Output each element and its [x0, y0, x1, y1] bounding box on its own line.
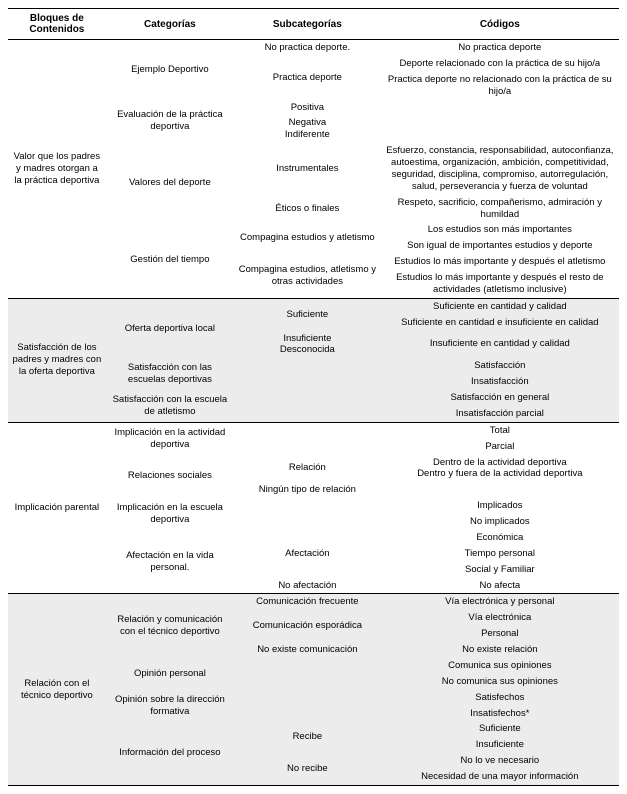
- block-title: Implicación parental: [8, 422, 106, 594]
- codes-table: Bloques de Contenidos Categorías Subcate…: [8, 8, 619, 786]
- code-cell: Suficiente: [381, 721, 619, 737]
- code-cell: Suficiente en cantidad y calidad: [381, 298, 619, 314]
- category-cell: Evaluación de la práctica deportiva: [106, 100, 234, 144]
- subcategory-cell: NegativaIndiferente: [234, 115, 381, 143]
- code-cell: No afecta: [381, 578, 619, 594]
- block-title: Satisfacción de los padres y madres con …: [8, 298, 106, 422]
- code-cell: Económica: [381, 530, 619, 546]
- subcategory-cell: Recibe: [234, 721, 381, 753]
- subcategory-cell: Practica deporte: [234, 56, 381, 100]
- subcategory-cell: Éticos o finales: [234, 195, 381, 223]
- category-cell: Satisfacción con las escuelas deportivas: [106, 358, 234, 390]
- code-cell: Esfuerzo, constancia, responsabilidad, a…: [381, 143, 619, 195]
- table-row: Valor que los padres y madres otorgan a …: [8, 40, 619, 56]
- subcategory-cell: No practica deporte.: [234, 40, 381, 56]
- code-cell: Practica deporte no relacionado con la p…: [381, 72, 619, 100]
- subcategory-cell: Positiva: [234, 100, 381, 116]
- subcategory-cell: No existe comunicación: [234, 642, 381, 658]
- category-cell: Gestión del tiempo: [106, 222, 234, 298]
- header-row: Bloques de Contenidos Categorías Subcate…: [8, 9, 619, 40]
- code-cell: Insuficiente: [381, 737, 619, 753]
- subcategory-cell: InsuficienteDesconocida: [234, 331, 381, 359]
- code-cell: Personal: [381, 626, 619, 642]
- header-subcategorias: Subcategorías: [234, 9, 381, 40]
- subcategory-cell: No recibe: [234, 753, 381, 785]
- code-cell: Estudios lo más importante y después el …: [381, 270, 619, 298]
- code-cell: Insuficiente en cantidad y calidad: [381, 331, 619, 359]
- code-cell: Son igual de importantes estudios y depo…: [381, 238, 619, 254]
- code-cell: No implicados: [381, 514, 619, 530]
- code-cell: Tiempo personal: [381, 546, 619, 562]
- code-cell: Respeto, sacrificio, compañerismo, admir…: [381, 195, 619, 223]
- category-cell: Ejemplo Deportivo: [106, 40, 234, 100]
- code-cell: Satisfechos: [381, 690, 619, 706]
- table-row: Implicación parental Implicación en la a…: [8, 422, 619, 438]
- category-cell: Afectación en la vida personal.: [106, 530, 234, 594]
- subcategory-cell: Suficiente: [234, 298, 381, 330]
- subcategory-cell: Afectación: [234, 530, 381, 578]
- category-cell: Implicación en la escuela deportiva: [106, 498, 234, 530]
- block-title: Valor que los padres y madres otorgan a …: [8, 40, 106, 299]
- code-cell: Insatisfechos*: [381, 706, 619, 722]
- header-bloques: Bloques de Contenidos: [8, 9, 106, 40]
- category-cell: Opinión personal: [106, 658, 234, 690]
- code-cell: No existe relación: [381, 642, 619, 658]
- code-cell: Social y Familiar: [381, 562, 619, 578]
- code-cell: Necesidad de una mayor información: [381, 769, 619, 785]
- subcategory-cell: Compagina estudios y atletismo: [234, 222, 381, 254]
- subcategory-cell: Instrumentales: [234, 143, 381, 195]
- subcategory-cell: Comunicación frecuente: [234, 594, 381, 610]
- header-codigos: Códigos: [381, 9, 619, 40]
- code-cell: Vía electrónica: [381, 610, 619, 626]
- category-cell: Oferta deportiva local: [106, 298, 234, 358]
- code-cell: Parcial: [381, 439, 619, 455]
- code-cell: No practica deporte: [381, 40, 619, 56]
- subcategory-cell: Compagina estudios, atletismo y otras ac…: [234, 254, 381, 298]
- code-cell: Implicados: [381, 498, 619, 514]
- code-cell: Total: [381, 422, 619, 438]
- code-cell: Deporte relacionado con la práctica de s…: [381, 56, 619, 72]
- category-cell: Valores del deporte: [106, 143, 234, 222]
- table-row: Relación con el técnico deportivo Relaci…: [8, 594, 619, 610]
- header-categorias: Categorías: [106, 9, 234, 40]
- code-cell: Satisfacción: [381, 358, 619, 374]
- subcategory-cell: Ningún tipo de relación: [234, 482, 381, 498]
- subcategory-cell: Relación: [234, 455, 381, 483]
- code-cell: No lo ve necesario: [381, 753, 619, 769]
- code-cell: Suficiente en cantidad e insuficiente en…: [381, 315, 619, 331]
- category-cell: Relación y comunicación con el técnico d…: [106, 594, 234, 658]
- block-title: Relación con el técnico deportivo: [8, 594, 106, 786]
- category-cell: Implicación en la actividad deportiva: [106, 422, 234, 454]
- category-cell: Satisfacción con la escuela de atletismo: [106, 390, 234, 422]
- code-cell: Dentro de la actividad deportivaDentro y…: [381, 455, 619, 483]
- subcategory-cell: Comunicación esporádica: [234, 610, 381, 642]
- category-cell: Relaciones sociales: [106, 455, 234, 499]
- code-cell: Insatisfacción: [381, 374, 619, 390]
- code-cell: Comunica sus opiniones: [381, 658, 619, 674]
- code-cell: No comunica sus opiniones: [381, 674, 619, 690]
- category-cell: Información del proceso: [106, 721, 234, 785]
- code-cell: Los estudios son más importantes: [381, 222, 619, 238]
- code-cell: Satisfacción en general: [381, 390, 619, 406]
- table-row: Satisfacción de los padres y madres con …: [8, 298, 619, 314]
- code-cell: Insatisfacción parcial: [381, 406, 619, 422]
- subcategory-cell: No afectación: [234, 578, 381, 594]
- code-cell: Vía electrónica y personal: [381, 594, 619, 610]
- code-cell: Estudios lo más importante y después el …: [381, 254, 619, 270]
